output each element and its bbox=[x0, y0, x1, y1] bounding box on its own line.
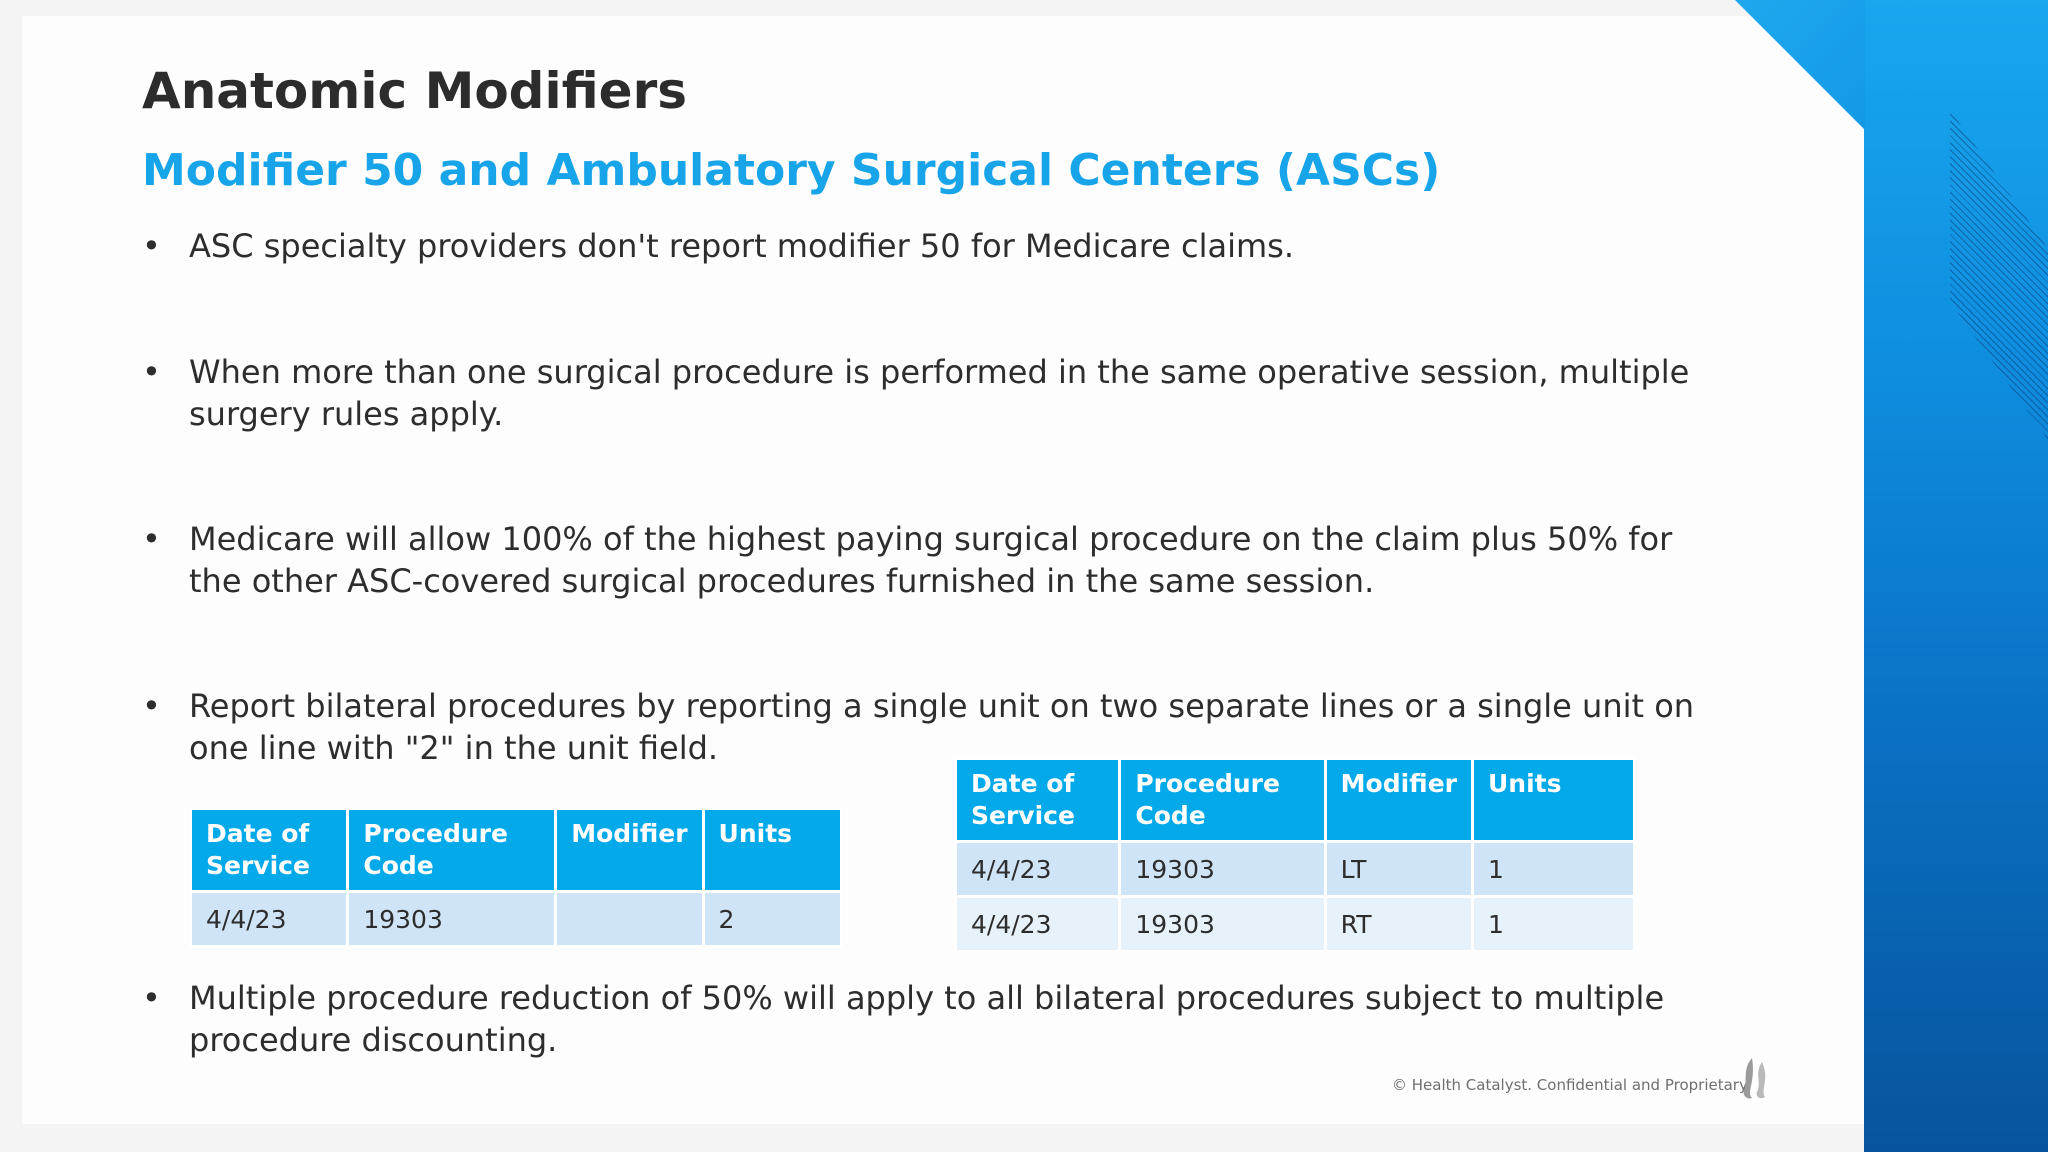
claim-table-two-lines: Date of Service Procedure Code Modifier … bbox=[953, 757, 1636, 953]
cell-modifier: LT bbox=[1323, 840, 1475, 898]
table-row: 4/4/23 19303 LT 1 bbox=[953, 840, 1636, 898]
bullet-marker: • bbox=[142, 520, 161, 558]
cell-procedure-code: 19303 bbox=[1118, 840, 1327, 898]
bullet-marker: • bbox=[142, 353, 161, 391]
column-header-modifier: Modifier bbox=[554, 807, 705, 893]
cell-date: 4/4/23 bbox=[953, 840, 1122, 898]
column-header-date-of-service: Date of Service bbox=[953, 757, 1122, 843]
claim-table-single-line: Date of Service Procedure Code Modifier … bbox=[188, 807, 844, 948]
column-header-procedure-code: Procedure Code bbox=[1118, 757, 1327, 843]
cell-units: 1 bbox=[1471, 895, 1636, 953]
cell-units: 1 bbox=[1471, 840, 1636, 898]
bullet-marker: • bbox=[142, 687, 161, 725]
bullet-text: Report bilateral procedures by reporting… bbox=[189, 687, 1695, 767]
slide-title: Anatomic Modifiers bbox=[142, 62, 687, 120]
bullet-text: Multiple procedure reduction of 50% will… bbox=[189, 979, 1665, 1059]
bullet-text: ASC specialty providers don't report mod… bbox=[189, 227, 1294, 265]
slide-subtitle: Modifier 50 and Ambulatory Surgical Cent… bbox=[142, 145, 1441, 196]
bullet-item: • Report bilateral procedures by reporti… bbox=[142, 685, 1732, 769]
cell-modifier: RT bbox=[1323, 895, 1475, 953]
bullet-text: When more than one surgical procedure is… bbox=[189, 353, 1690, 433]
cell-date: 4/4/23 bbox=[188, 890, 350, 948]
bullet-marker: • bbox=[142, 227, 161, 265]
bullet-item: • When more than one surgical procedure … bbox=[142, 351, 1732, 435]
table-row: 4/4/23 19303 2 bbox=[188, 890, 844, 948]
column-header-units: Units bbox=[1471, 757, 1636, 843]
cell-procedure-code: 19303 bbox=[1118, 895, 1327, 953]
bullet-item: • Multiple procedure reduction of 50% wi… bbox=[142, 977, 1732, 1061]
bullet-text: Medicare will allow 100% of the highest … bbox=[189, 520, 1673, 600]
cell-units: 2 bbox=[701, 890, 844, 948]
bullet-marker: • bbox=[142, 979, 161, 1017]
column-header-date-of-service: Date of Service bbox=[188, 807, 350, 893]
cell-modifier bbox=[554, 890, 705, 948]
bullet-item: • ASC specialty providers don't report m… bbox=[142, 225, 1732, 267]
column-header-modifier: Modifier bbox=[1323, 757, 1475, 843]
table-row: 4/4/23 19303 RT 1 bbox=[953, 895, 1636, 953]
bullet-item: • Medicare will allow 100% of the highes… bbox=[142, 518, 1732, 602]
footer-copyright: © Health Catalyst. Confidential and Prop… bbox=[1392, 1076, 1751, 1094]
column-header-units: Units bbox=[701, 807, 844, 893]
cell-date: 4/4/23 bbox=[953, 895, 1122, 953]
cell-procedure-code: 19303 bbox=[346, 890, 558, 948]
health-catalyst-logo-icon bbox=[1743, 1058, 1766, 1099]
column-header-procedure-code: Procedure Code bbox=[346, 807, 558, 893]
